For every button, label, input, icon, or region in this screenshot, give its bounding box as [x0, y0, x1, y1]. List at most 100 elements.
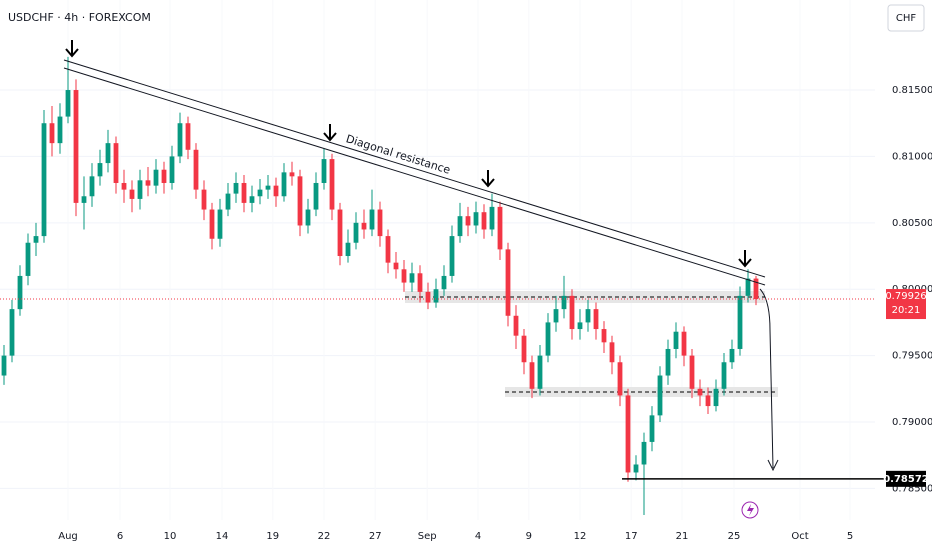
y-tick-label: 0.78500 [892, 483, 932, 494]
candle-body [385, 236, 391, 263]
countdown: 20:21 [892, 305, 921, 316]
candle-body [465, 216, 471, 226]
target-label: 0.78572 [883, 474, 929, 485]
candle-body [401, 269, 407, 283]
candle-body [705, 395, 711, 407]
candle-body [753, 278, 759, 300]
candle-body [1, 355, 7, 376]
zones [405, 291, 778, 397]
candle-body [497, 206, 503, 250]
candle-body [577, 322, 583, 330]
x-tick-label: Aug [58, 531, 78, 542]
candle-body [649, 415, 655, 442]
projection-arrow [759, 288, 774, 469]
x-tick-label: 19 [266, 531, 279, 542]
candle-body [441, 275, 447, 290]
candle-body [553, 309, 559, 323]
last-price-box [886, 289, 926, 320]
y-tick-label: 0.80500 [892, 218, 932, 229]
candle-body [121, 182, 127, 190]
candle-body [657, 375, 663, 416]
peak-arrows [65, 40, 752, 268]
candle-body [201, 189, 207, 210]
candle-body [345, 242, 351, 257]
candle-body [241, 182, 247, 203]
chart-title: USDCHF · 4h · FOREXCOM [8, 11, 151, 24]
candle-body [281, 172, 287, 197]
candle-body [681, 331, 687, 356]
candle-body [57, 116, 63, 144]
support-zone [405, 291, 765, 303]
candle-body [561, 295, 567, 310]
x-tick-label: 22 [318, 531, 331, 542]
event-icon-bolt [747, 504, 754, 516]
candle-body [641, 441, 647, 465]
x-tick-label: Sep [418, 531, 437, 542]
candle-body [313, 182, 319, 210]
arrow-head [767, 459, 779, 472]
y-tick-label: 0.79000 [892, 417, 932, 428]
candle-body [329, 159, 335, 210]
candle-body [169, 156, 175, 183]
candle-body [585, 309, 591, 323]
candle-body [529, 362, 535, 389]
candle-body [73, 90, 79, 203]
x-tick-label: 9 [526, 531, 532, 542]
candle-body [537, 355, 543, 389]
trend-line [63, 59, 766, 278]
peak-arrow [323, 124, 337, 142]
candle-body [457, 216, 463, 237]
candle-body [489, 206, 495, 230]
candle-body [17, 275, 23, 310]
candle-body [49, 123, 55, 144]
candle-body [33, 236, 39, 243]
candle-body [737, 295, 743, 349]
candle-body [513, 315, 519, 336]
candle-body [673, 331, 679, 349]
candle-body [377, 209, 383, 237]
candle-body [289, 172, 295, 177]
candle-body [689, 355, 695, 389]
candle-body [25, 242, 31, 276]
candle-body [105, 143, 111, 164]
candle-body [745, 278, 751, 296]
candle-body [569, 295, 575, 330]
currency-box[interactable] [887, 4, 925, 32]
candle-body [353, 222, 359, 243]
candle-body [505, 249, 511, 316]
event-icon[interactable] [741, 501, 759, 519]
candle-body [153, 169, 159, 186]
last-price-label: 0.79926 [885, 291, 926, 302]
x-tick-label: Oct [791, 531, 808, 542]
target-box [886, 470, 926, 487]
candle-body [393, 262, 399, 270]
candle-body [217, 209, 223, 239]
candle-body [697, 388, 703, 396]
candle-body [665, 348, 671, 376]
candle-body [233, 182, 239, 194]
candle-body [433, 289, 439, 303]
x-tick-label: 17 [625, 531, 638, 542]
candle-body [193, 149, 199, 190]
candle-body [425, 291, 431, 303]
candle-body [9, 309, 15, 356]
x-tick-label: 10 [164, 531, 177, 542]
candle-body [145, 180, 151, 186]
candles [1, 56, 759, 515]
x-tick-label: 21 [676, 531, 689, 542]
candle-body [361, 222, 367, 230]
candle-body [161, 169, 167, 183]
candle-body [273, 185, 279, 197]
candle-body [81, 196, 87, 203]
candle-body [97, 163, 103, 177]
peak-arrow [481, 170, 495, 188]
candle-body [41, 123, 47, 237]
x-tick-label: 4 [475, 531, 481, 542]
candle-body [369, 209, 375, 230]
candle-body [721, 362, 727, 389]
candle-body [633, 464, 639, 473]
x-tick-label: 6 [117, 531, 123, 542]
x-tick-label: 27 [369, 531, 382, 542]
candle-body [729, 348, 735, 363]
